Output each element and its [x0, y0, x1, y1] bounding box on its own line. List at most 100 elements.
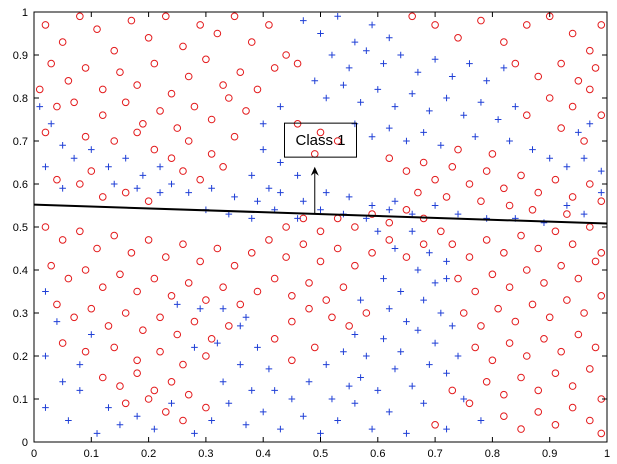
plus-point	[254, 344, 261, 351]
plus-point	[345, 64, 353, 72]
circle-point	[597, 249, 606, 257]
circle-point	[70, 313, 78, 322]
circle-point	[116, 382, 124, 390]
plus-point	[53, 318, 61, 325]
circle-point	[568, 102, 577, 111]
y-tick-label: 0.1	[13, 394, 28, 406]
plus-point	[294, 172, 301, 179]
circle-point	[511, 317, 520, 326]
plus-point	[139, 172, 147, 179]
plus-point	[345, 382, 353, 390]
plus-point	[483, 215, 490, 222]
plus-point	[357, 374, 364, 381]
plus-point	[443, 425, 450, 433]
circle-point	[568, 29, 577, 38]
circle-point	[230, 132, 239, 141]
circle-point	[133, 287, 141, 296]
circle-point	[207, 335, 216, 343]
y-tick-label: 1	[22, 7, 28, 19]
plus-point	[271, 387, 278, 394]
circle-point	[127, 16, 136, 25]
plus-point	[196, 305, 204, 312]
circle-point	[47, 261, 55, 270]
circle-point	[454, 274, 462, 283]
circle-point	[522, 111, 531, 119]
circle-point	[534, 188, 543, 197]
circle-point	[293, 59, 302, 68]
plot-area	[34, 12, 607, 442]
circle-point	[196, 21, 204, 29]
plus-point	[380, 335, 387, 343]
plus-point	[76, 361, 84, 368]
circle-point	[419, 158, 428, 167]
plus-point	[397, 288, 405, 295]
plus-point	[173, 301, 181, 308]
circle-point	[534, 244, 543, 253]
circle-point	[190, 317, 199, 326]
plus-point	[254, 197, 261, 205]
circle-point	[586, 180, 594, 188]
circle-point	[551, 369, 560, 378]
circle-point	[339, 283, 348, 292]
circle-point	[213, 244, 222, 253]
circle-point	[459, 309, 468, 317]
plus-point	[443, 369, 450, 377]
plus-point	[466, 60, 473, 67]
plus-point	[368, 202, 376, 209]
plus-point	[471, 133, 479, 140]
plus-point	[110, 180, 118, 188]
circle-point	[184, 72, 193, 81]
circle-point	[522, 266, 531, 274]
circle-point	[454, 34, 462, 42]
circle-point	[81, 266, 90, 274]
circle-point	[316, 128, 325, 137]
plus-point	[214, 339, 221, 347]
circle-point	[322, 296, 331, 304]
circle-point	[133, 356, 141, 365]
circle-point	[528, 206, 537, 214]
plus-point	[494, 116, 502, 123]
circle-point	[568, 193, 577, 201]
plus-point	[185, 189, 193, 196]
x-tick-label: 0.7	[427, 448, 442, 460]
circle-point	[305, 304, 313, 313]
circle-point	[156, 347, 164, 356]
circle-point	[190, 102, 199, 111]
circle-point	[368, 249, 376, 257]
circle-point	[179, 416, 187, 425]
circle-point	[116, 68, 124, 76]
plus-point	[443, 258, 450, 265]
circle-point	[477, 16, 485, 25]
circle-point	[351, 223, 359, 231]
plus-point	[259, 120, 267, 128]
plus-point	[59, 185, 66, 192]
circle-point	[230, 261, 239, 270]
circle-point	[150, 59, 159, 68]
plus-point	[563, 163, 571, 171]
plus-point	[391, 197, 399, 205]
plus-point	[116, 421, 124, 429]
plus-point	[363, 352, 370, 360]
y-tick-label: 0.9	[13, 50, 28, 62]
plus-point	[259, 146, 267, 153]
plus-point	[294, 215, 301, 222]
plus-point	[105, 163, 112, 171]
circle-point	[53, 300, 61, 309]
circle-point	[351, 261, 359, 270]
circle-point	[253, 287, 262, 296]
circle-point	[345, 322, 353, 330]
circle-point	[144, 395, 153, 403]
circle-point	[402, 167, 411, 175]
circle-point	[225, 94, 233, 102]
circle-point	[517, 425, 525, 433]
circle-point	[207, 115, 216, 124]
circle-point	[247, 38, 256, 46]
plus-point	[385, 124, 393, 132]
circle-point	[76, 12, 84, 21]
circle-point	[563, 296, 571, 304]
circle-point	[586, 416, 594, 425]
plus-point	[414, 266, 422, 274]
plus-point	[391, 103, 399, 110]
circle-point	[230, 12, 239, 21]
circle-point	[76, 180, 84, 188]
